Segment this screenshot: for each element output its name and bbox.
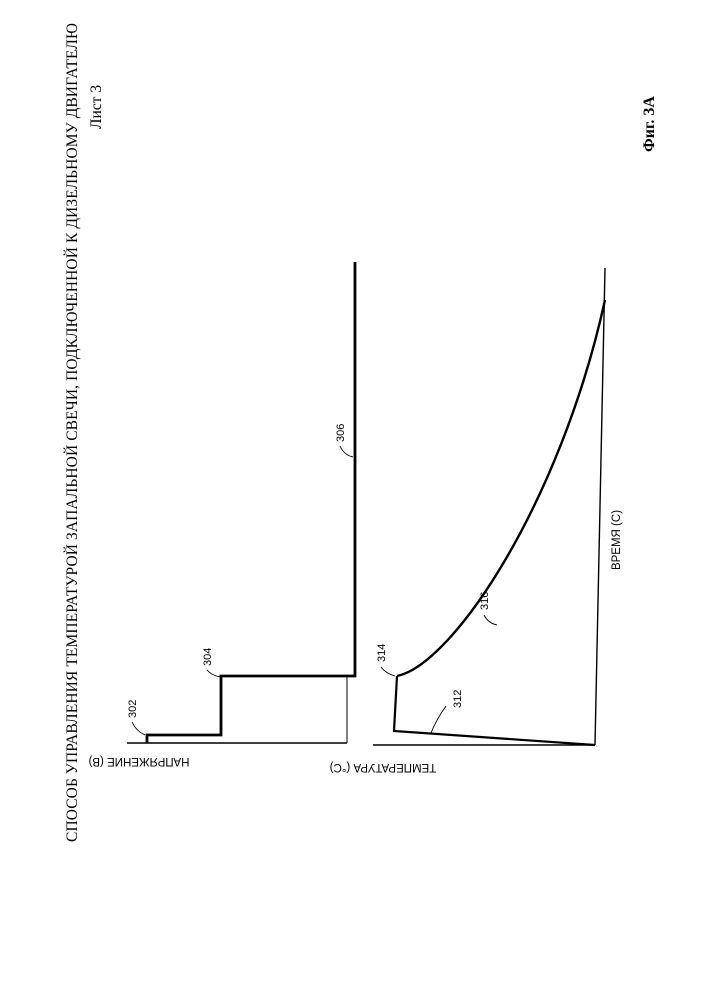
temperature-graph: ТЕМПЕРАТУРА (°С) ВРЕМЯ (С) 314 312 316 xyxy=(330,268,623,773)
voltage-axis-label: НАПРЯЖЕНИЕ (В) xyxy=(88,755,189,767)
temperature-curve-316 xyxy=(397,300,605,676)
ref-314: 314 xyxy=(376,644,388,662)
ref-314-leader xyxy=(381,667,395,676)
ref-312-leader xyxy=(431,706,446,733)
voltage-profile-line xyxy=(147,262,355,743)
ref-304-leader xyxy=(207,670,220,677)
temperature-curve-312 xyxy=(394,676,595,745)
ref-304: 304 xyxy=(202,648,214,666)
ref-306: 306 xyxy=(335,424,347,442)
ref-312: 312 xyxy=(452,690,464,708)
voltage-graph: НАПРЯЖЕНИЕ (В) 302 304 306 xyxy=(88,262,355,767)
figure-caption: Фиг. 3А xyxy=(641,96,659,152)
time-axis-label: ВРЕМЯ (С) xyxy=(611,510,623,570)
ref-302: 302 xyxy=(127,700,139,718)
temperature-axis-label: ТЕМПЕРАТУРА (°С) xyxy=(330,761,437,773)
ref-316-leader xyxy=(484,615,497,625)
ref-316: 316 xyxy=(479,592,491,610)
ref-302-leader xyxy=(132,722,145,735)
ref-306-leader xyxy=(340,446,353,457)
